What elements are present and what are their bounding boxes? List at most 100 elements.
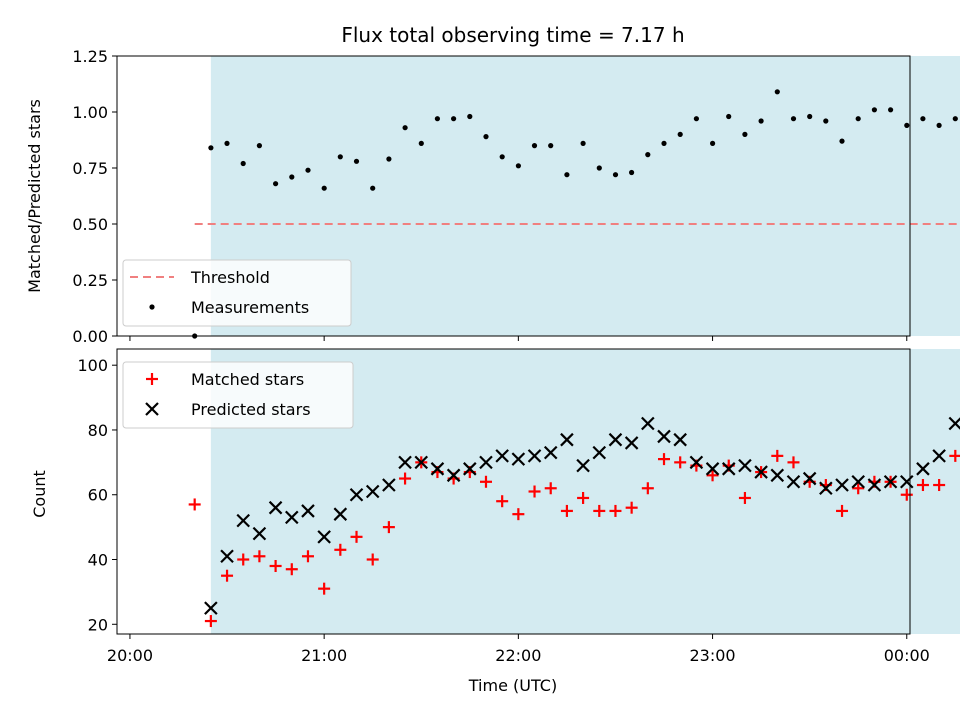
- predicted-star-point: [382, 478, 396, 492]
- predicted-star-stroke: [414, 455, 429, 470]
- predicted-star-stroke: [899, 475, 914, 489]
- predicted-star-point: [317, 530, 331, 544]
- measurement-point: [823, 118, 829, 124]
- bottom-x-tick-label: 23:00: [690, 646, 736, 665]
- measurement-point: [645, 152, 651, 158]
- predicted-star-point: [819, 481, 833, 496]
- matched-star-point: [674, 456, 687, 469]
- predicted-star-point: [446, 468, 461, 483]
- bottom-plot-frame: [116, 348, 911, 635]
- bottom-y-axis-label: Count: [30, 470, 49, 518]
- predicted-star-stroke: [220, 549, 234, 564]
- measurement-point: [920, 116, 926, 122]
- matched-star-point: [738, 491, 751, 504]
- matched-star-point: [350, 530, 363, 543]
- top-y-tick-label: 1.25: [72, 47, 108, 66]
- measurement-point: [515, 163, 522, 169]
- measurement-point: [936, 122, 942, 128]
- matched-star-point: [382, 521, 395, 534]
- measurement-point: [612, 172, 619, 178]
- bottom-x-tick-label: 20:00: [107, 646, 153, 665]
- predicted-star-point: [786, 475, 801, 489]
- predicted-star-stroke: [398, 455, 412, 470]
- predicted-star-stroke: [317, 530, 331, 544]
- measurements-series: [192, 89, 958, 339]
- predicted-star-point: [365, 484, 380, 499]
- bottom-x-axis: 20:0021:0022:0023:0000:0001:0002:0003:00…: [107, 634, 930, 665]
- measurement-point: [855, 116, 861, 122]
- matched-star-point: [949, 449, 960, 462]
- measurement-point: [693, 116, 700, 122]
- predicted-star-stroke: [754, 465, 768, 479]
- predicted-star-stroke: [365, 484, 380, 499]
- predicted-star-point: [430, 462, 445, 476]
- predicted-star-stroke: [657, 429, 671, 444]
- predicted-star-point: [268, 500, 283, 515]
- predicted-star-stroke: [705, 462, 720, 476]
- predicted-star-stroke: [446, 468, 461, 483]
- predicted-star-point: [204, 601, 218, 615]
- measurement-point: [726, 113, 732, 120]
- measurement-point: [208, 145, 214, 151]
- predicted-star-point: [511, 452, 526, 466]
- matched-star-point: [512, 508, 525, 521]
- predicted-star-point: [835, 478, 849, 492]
- matched-star-point: [560, 504, 573, 517]
- predicted-star-stroke: [495, 449, 509, 463]
- bottom-legend-box: [122, 361, 354, 429]
- predicted-star-point: [657, 429, 671, 444]
- predicted-star-stroke: [608, 432, 623, 447]
- measurement-point: [240, 160, 246, 167]
- matched-star-point: [334, 543, 347, 556]
- legend-matched-swatch: [146, 373, 158, 385]
- predicted-stars-series: [204, 416, 960, 615]
- predicted-star-point: [851, 475, 865, 489]
- matched-star-point: [836, 504, 849, 517]
- predicted-star-point: [479, 455, 493, 470]
- predicted-star-stroke: [948, 417, 960, 431]
- measurement-point: [774, 89, 780, 95]
- matched-star-point: [318, 582, 331, 595]
- predicted-star-point: [495, 449, 509, 463]
- predicted-star-stroke: [333, 507, 348, 521]
- measurement-point: [758, 118, 764, 124]
- predicted-star-point: [754, 465, 768, 479]
- matched-star-point: [366, 553, 379, 566]
- legend-matched-label: Matched stars: [191, 370, 304, 389]
- measurement-point: [531, 143, 538, 149]
- predicted-star-point: [641, 416, 655, 431]
- matched-star-point: [771, 449, 784, 462]
- predicted-star-point: [608, 432, 623, 447]
- measurement-point: [952, 116, 958, 122]
- predicted-star-point: [463, 462, 477, 476]
- measurement-point: [402, 125, 408, 131]
- matched-star-point: [528, 485, 541, 498]
- predicted-star-point: [560, 432, 574, 447]
- top-y-tick-label: 0.50: [72, 215, 108, 234]
- matched-star-point: [609, 504, 622, 517]
- matched-star-point: [269, 559, 282, 572]
- predicted-star-stroke: [463, 462, 477, 476]
- measurement-point: [337, 154, 343, 160]
- bottom-legend: Matched stars Predicted stars: [122, 361, 354, 429]
- chart-title: Flux total observing time = 7.17 h: [341, 23, 684, 47]
- measurement-point: [305, 167, 311, 173]
- matched-star-point: [933, 479, 946, 492]
- x-axis-label: Time (UTC): [468, 676, 557, 695]
- predicted-star-stroke: [349, 487, 364, 502]
- matched-star-point: [496, 495, 509, 508]
- predicted-star-point: [899, 475, 914, 489]
- top-y-tick-label: 0.00: [72, 327, 108, 346]
- measurement-point: [904, 122, 910, 128]
- predicted-star-point: [802, 471, 817, 486]
- predicted-star-stroke: [770, 468, 785, 483]
- top-panel: 0.00 0.25 0.50 0.75 1.00 1.25 Flux total obse…: [25, 23, 960, 346]
- predicted-star-point: [333, 507, 348, 521]
- measurement-point: [564, 172, 570, 178]
- predicted-star-point: [705, 462, 720, 476]
- predicted-star-point: [770, 468, 785, 483]
- measurement-point: [418, 140, 424, 146]
- matched-star-point: [900, 488, 913, 501]
